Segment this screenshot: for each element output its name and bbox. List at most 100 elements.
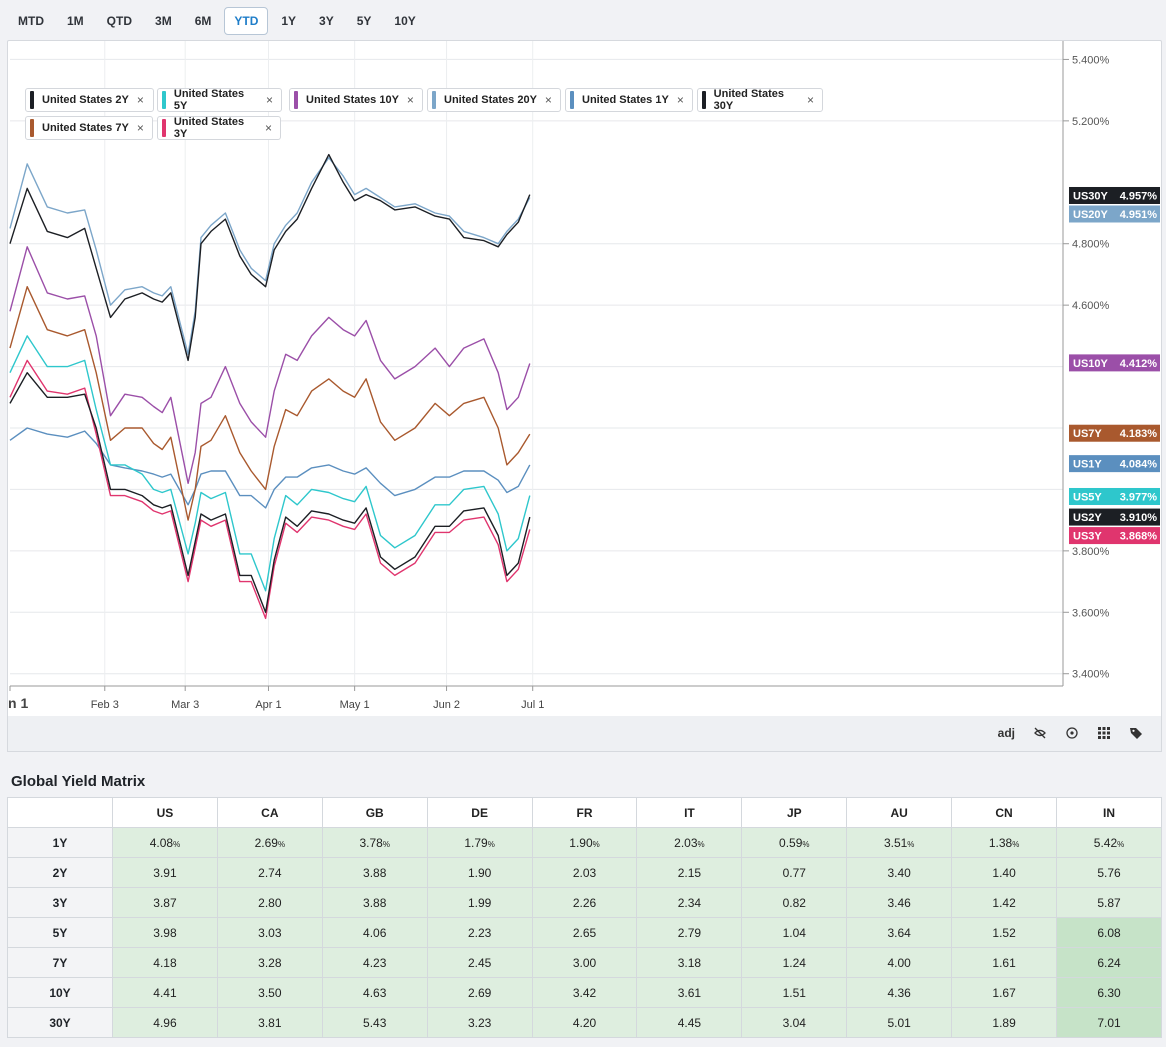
remove-series-icon[interactable]: × bbox=[136, 93, 144, 107]
range-toolbar: MTD 1M QTD 3M 6M YTD 1Y 3Y 5Y 10Y bbox=[8, 6, 429, 36]
column-header: AU bbox=[846, 797, 953, 828]
range-mtd-button[interactable]: MTD bbox=[18, 14, 44, 28]
value-tag-us2y: US2Y 3.910% bbox=[1069, 508, 1160, 526]
legend-color-swatch bbox=[162, 91, 166, 109]
y-tick-label: 4.600% bbox=[1072, 300, 1110, 312]
x-tick-label: May 1 bbox=[340, 699, 370, 711]
matrix-cell: 4.06 bbox=[321, 917, 428, 948]
x-tick-label: Jul 1 bbox=[521, 699, 544, 711]
matrix-cell: 1.67 bbox=[951, 977, 1058, 1008]
matrix-cell: 2.23 bbox=[426, 917, 533, 948]
series-line-us2y bbox=[9, 372, 531, 613]
legend-label: United States 7Y bbox=[42, 122, 129, 134]
remove-series-icon[interactable]: × bbox=[136, 121, 144, 135]
row-header: 10Y bbox=[7, 977, 113, 1008]
range-3y-button[interactable]: 3Y bbox=[319, 14, 334, 28]
percent-suffix: % bbox=[697, 839, 705, 849]
range-6m-button[interactable]: 6M bbox=[194, 14, 212, 28]
matrix-row: 5Y 3.98 3.03 4.06 2.23 2.65 2.79 1.04 3.64 1.52 6.… bbox=[7, 917, 1162, 948]
remove-series-icon[interactable]: × bbox=[676, 93, 684, 107]
percent-suffix: % bbox=[1012, 839, 1020, 849]
column-header: CN bbox=[951, 797, 1058, 828]
range-qtd-button[interactable]: QTD bbox=[106, 14, 133, 28]
matrix-cell: 5.43 bbox=[321, 1007, 428, 1038]
grid-icon[interactable] bbox=[1097, 726, 1111, 740]
value-tag-bg bbox=[1069, 186, 1160, 204]
matrix-cell: 1.24 bbox=[741, 947, 848, 978]
range-3m-button[interactable]: 3M bbox=[155, 14, 172, 28]
legend-label: United States 3Y bbox=[173, 116, 245, 140]
matrix-cell: 5.76 bbox=[1056, 857, 1162, 888]
series-line-us10y bbox=[9, 246, 531, 484]
y-tick-label: 5.200% bbox=[1072, 116, 1110, 128]
legend-label: United States 30Y bbox=[713, 88, 784, 112]
value-tag-bg bbox=[1069, 487, 1160, 505]
value-tag-us20y: US20Y 4.951% bbox=[1069, 205, 1160, 223]
matrix-row: 3Y 3.87 2.80 3.88 1.99 2.26 2.34 0.82 3.46 1.42 5.… bbox=[7, 887, 1162, 918]
matrix-cell: 4.36 bbox=[846, 977, 953, 1008]
matrix-cell: 0.59% bbox=[741, 827, 848, 858]
matrix-cell: 5.87 bbox=[1056, 887, 1162, 918]
matrix-cell: 2.80 bbox=[216, 887, 323, 918]
hide-crosshair-icon[interactable] bbox=[1033, 726, 1047, 740]
value-tag-value: 4.951% bbox=[1120, 209, 1158, 221]
matrix-cell: 2.26 bbox=[531, 887, 638, 918]
value-tag-us7y: US7Y 4.183% bbox=[1069, 424, 1160, 442]
matrix-cell: 1.52 bbox=[951, 917, 1058, 948]
row-header: 5Y bbox=[7, 917, 113, 948]
remove-series-icon[interactable]: × bbox=[544, 93, 552, 107]
legend-chip-us30y[interactable]: United States 30Y × bbox=[697, 88, 823, 112]
matrix-cell: 2.74 bbox=[216, 857, 323, 888]
percent-suffix: % bbox=[382, 839, 390, 849]
range-ytd-button[interactable]: YTD bbox=[224, 7, 269, 35]
reset-zoom-icon[interactable] bbox=[1065, 726, 1079, 740]
value-tag-label: US1Y bbox=[1073, 459, 1102, 471]
adj-toggle[interactable]: adj bbox=[997, 726, 1015, 740]
value-tag-label: US3Y bbox=[1073, 531, 1102, 543]
legend-chip-us5y[interactable]: United States 5Y × bbox=[157, 88, 282, 112]
remove-series-icon[interactable]: × bbox=[264, 121, 272, 135]
range-5y-button[interactable]: 5Y bbox=[356, 14, 372, 28]
matrix-cell: 4.00 bbox=[846, 947, 953, 978]
matrix-cell: 0.82 bbox=[741, 887, 848, 918]
value-tag-value: 4.084% bbox=[1120, 459, 1158, 471]
legend-color-swatch bbox=[294, 91, 298, 109]
percent-suffix: % bbox=[173, 839, 181, 849]
tag-icon[interactable] bbox=[1129, 726, 1143, 740]
legend-chip-us1y[interactable]: United States 1Y × bbox=[565, 88, 693, 112]
matrix-cell: 4.18 bbox=[112, 947, 218, 978]
value-tag-value: 3.868% bbox=[1120, 531, 1158, 543]
matrix-cell: 3.00 bbox=[531, 947, 638, 978]
legend-chip-us10y[interactable]: United States 10Y × bbox=[289, 88, 423, 112]
matrix-cell: 1.90 bbox=[426, 857, 533, 888]
legend-chip-us20y[interactable]: United States 20Y × bbox=[427, 88, 561, 112]
remove-series-icon[interactable]: × bbox=[806, 93, 814, 107]
value-tag-bg bbox=[1069, 508, 1160, 526]
matrix-cell: 3.87 bbox=[112, 887, 218, 918]
value-tag-label: US2Y bbox=[1073, 512, 1102, 524]
percent-suffix: % bbox=[1117, 839, 1125, 849]
range-1y-button[interactable]: 1Y bbox=[281, 14, 297, 28]
y-tick-label: 3.600% bbox=[1072, 607, 1110, 619]
legend-chip-us3y[interactable]: United States 3Y × bbox=[157, 116, 281, 140]
range-1m-button[interactable]: 1M bbox=[67, 14, 84, 28]
remove-series-icon[interactable]: × bbox=[406, 93, 414, 107]
legend-chip-us7y[interactable]: United States 7Y × bbox=[25, 116, 153, 140]
yield-matrix: US CA GB DE FR IT JP AU CN IN 1Y 4.08% 2.6… bbox=[7, 797, 1162, 1038]
series-line-us20y bbox=[9, 156, 531, 355]
percent-suffix: % bbox=[802, 839, 810, 849]
x-tick-label: Mar 3 bbox=[171, 699, 199, 711]
yield-chart[interactable]: 5.400% 5.200% 4.800% 4.600% 3.800% 3.600% 3.40… bbox=[8, 41, 1163, 717]
matrix-cell: 3.23 bbox=[426, 1007, 533, 1038]
matrix-cell: 2.79 bbox=[636, 917, 743, 948]
legend-label: United States 2Y bbox=[42, 94, 129, 106]
x-tick-label: Jun 2 bbox=[433, 699, 460, 711]
matrix-cell: 6.30 bbox=[1056, 977, 1162, 1008]
legend-chip-us2y[interactable]: United States 2Y × bbox=[25, 88, 154, 112]
matrix-cell: 3.46 bbox=[846, 887, 953, 918]
matrix-cell: 3.40 bbox=[846, 857, 953, 888]
matrix-cell: 1.99 bbox=[426, 887, 533, 918]
remove-series-icon[interactable]: × bbox=[265, 93, 273, 107]
range-10y-button[interactable]: 10Y bbox=[394, 14, 416, 28]
matrix-cell: 3.04 bbox=[741, 1007, 848, 1038]
